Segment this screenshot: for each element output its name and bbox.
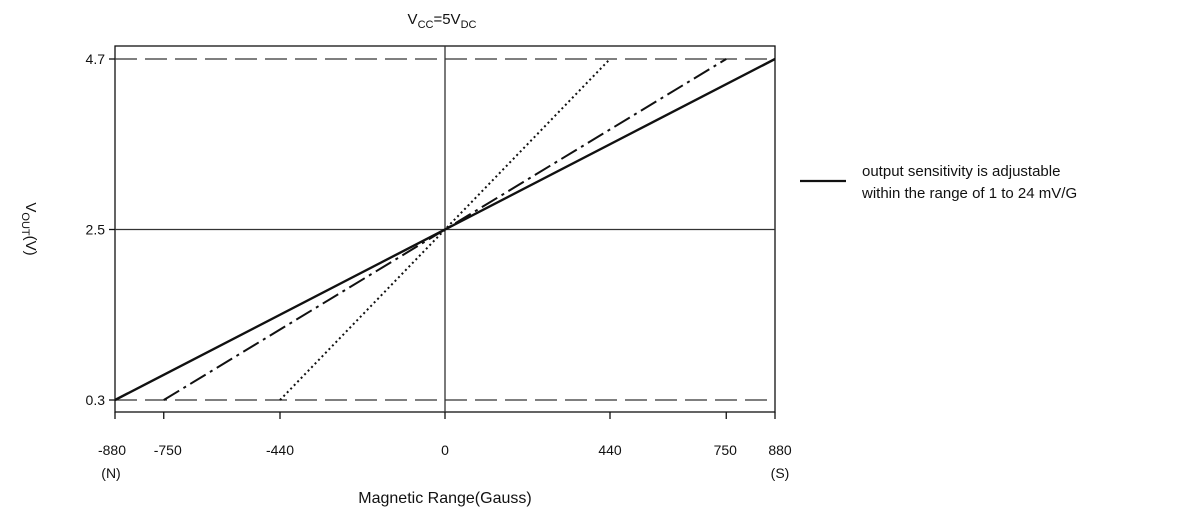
legend-text-line-1: output sensitivity is adjustable xyxy=(862,163,1060,180)
chart-title: VCC=5VDC xyxy=(408,11,477,31)
title-mid: =5V xyxy=(433,11,460,28)
x-tick-sublabel-1: (S) xyxy=(771,465,790,481)
title-tail-sub: DC xyxy=(461,19,477,31)
svg-text:VOUT(V): VOUT(V) xyxy=(19,202,39,255)
series-line-dashdot xyxy=(163,58,727,401)
x-axis-label: Magnetic Range(Gauss) xyxy=(358,490,531,507)
x-tick-sublabel-0: (N) xyxy=(101,465,120,481)
y-tick-label-2: 4.7 xyxy=(86,51,106,67)
x-tick-label-0: -880 xyxy=(98,442,126,458)
y-tick-label-0: 0.3 xyxy=(86,392,106,408)
x-tick-label-1: -750 xyxy=(154,442,182,458)
title-main-sub: CC xyxy=(418,19,434,31)
legend: output sensitivity is adjustable within … xyxy=(800,163,1077,202)
title-main: V xyxy=(408,11,418,28)
ylabel-unit: (V) xyxy=(22,236,39,256)
x-tick-label-2: -440 xyxy=(266,442,294,458)
x-tick-label-3: 0 xyxy=(441,442,449,458)
x-tick-label-4: 440 xyxy=(598,442,622,458)
svg-text:VCC=5VDC: VCC=5VDC xyxy=(408,11,477,31)
series-line-dotted xyxy=(279,58,611,401)
legend-text-line-2: within the range of 1 to 24 mV/G xyxy=(861,185,1077,202)
ylabel-sub: OUT xyxy=(19,212,31,236)
y-tick-label-1: 2.5 xyxy=(86,222,106,238)
x-tick-label-5: 750 xyxy=(714,442,738,458)
series-line-solid xyxy=(114,57,776,402)
ylabel-main: V xyxy=(22,202,39,212)
plot-area: 0.3 2.5 4.7 -880 -750 -440 0 440 750 880 (N) (S) xyxy=(86,45,792,481)
x-tick-label-6: 880 xyxy=(768,442,792,458)
y-axis-label: VOUT(V) xyxy=(19,202,39,255)
